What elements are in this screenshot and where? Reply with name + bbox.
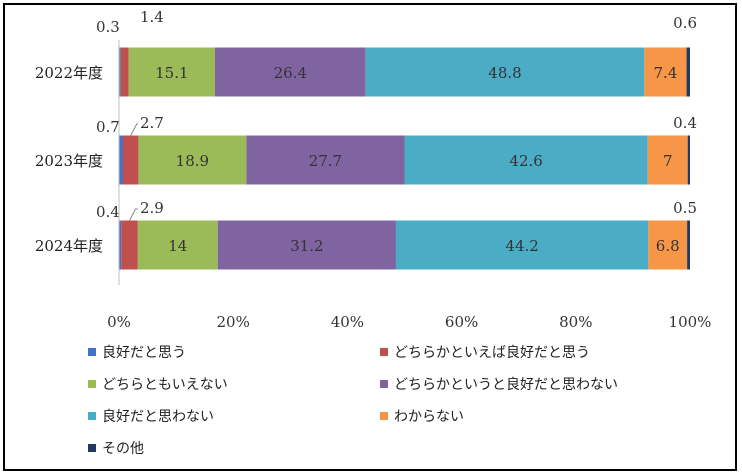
- legend-swatch: [88, 444, 96, 452]
- legend-swatch: [88, 380, 96, 388]
- data-label: 48.8: [488, 64, 521, 82]
- data-label: 18.9: [176, 152, 209, 170]
- data-label: 26.4: [274, 64, 307, 82]
- data-label: 44.2: [505, 237, 538, 255]
- x-tick-label: 80%: [559, 313, 592, 331]
- category-label: 2022年度: [35, 64, 103, 82]
- data-label: 0.5: [673, 199, 697, 217]
- data-label: 2.9: [140, 199, 164, 217]
- x-tick-label: 100%: [669, 313, 712, 331]
- bar-segment: [214, 47, 366, 97]
- data-label: 1.4: [140, 8, 164, 26]
- leader-line: [129, 208, 138, 221]
- legend-label: その他: [102, 441, 144, 457]
- bar-segment: [644, 47, 687, 97]
- data-label: 0.3: [96, 18, 120, 36]
- data-label: 6.8: [656, 237, 680, 255]
- legend-label: わからない: [394, 409, 464, 425]
- bar-segment: [217, 220, 396, 270]
- bar-segment: [119, 135, 123, 185]
- category-label: 2023年度: [35, 152, 103, 170]
- x-tick-label: 0%: [107, 313, 131, 331]
- bar-segment: [120, 47, 129, 97]
- data-label: 0.4: [673, 114, 697, 132]
- bar-segment: [648, 220, 688, 270]
- legend-label: どちらかといえば良好だと思う: [394, 345, 590, 361]
- legend-swatch: [380, 348, 388, 356]
- legend-swatch: [88, 348, 96, 356]
- leader-line: [130, 123, 138, 136]
- legend-item: どちらともいえない: [88, 374, 228, 394]
- data-label: 7: [663, 152, 673, 170]
- legend-item: 良好だと思わない: [88, 406, 214, 426]
- bar-segment: [119, 220, 122, 270]
- legend-label: どちらかというと良好だと思わない: [394, 377, 618, 393]
- bar-segment: [119, 47, 121, 97]
- x-tick-label: 40%: [331, 313, 364, 331]
- x-tick-label: 60%: [445, 313, 478, 331]
- bar-segment: [246, 135, 405, 185]
- bar-segment: [121, 220, 138, 270]
- legend-label: 良好だと思う: [102, 345, 186, 361]
- legend-item: どちらかというと良好だと思わない: [380, 374, 618, 394]
- legend-label: 良好だと思わない: [102, 409, 214, 425]
- data-label: 27.7: [309, 152, 342, 170]
- bar-segment: [138, 135, 247, 185]
- legend-item: その他: [88, 438, 144, 458]
- bar-segment: [404, 135, 648, 185]
- bar-segment: [395, 220, 649, 270]
- data-label: 0.6: [673, 14, 697, 32]
- data-label: 2.7: [140, 114, 164, 132]
- x-tick-label: 20%: [217, 313, 250, 331]
- legend-item: 良好だと思う: [88, 342, 186, 362]
- bar-segment: [128, 47, 215, 97]
- bar-segment: [687, 135, 690, 185]
- data-label: 7.4: [654, 64, 678, 82]
- legend-swatch: [380, 380, 388, 388]
- bar-segment: [137, 220, 218, 270]
- legend-item: どちらかといえば良好だと思う: [380, 342, 590, 362]
- legend-swatch: [380, 412, 388, 420]
- data-label: 0.4: [96, 203, 120, 221]
- data-label: 42.6: [509, 152, 542, 170]
- category-label: 2024年度: [35, 237, 103, 255]
- bar-segment: [365, 47, 645, 97]
- bar-segment: [647, 135, 688, 185]
- legend-swatch: [88, 412, 96, 420]
- data-label: 14: [168, 237, 187, 255]
- data-label: 31.2: [290, 237, 323, 255]
- bar-segment: [686, 47, 690, 97]
- legend-item: わからない: [380, 406, 464, 426]
- bar-segment: [122, 135, 139, 185]
- bar-segment: [687, 220, 690, 270]
- legend-label: どちらともいえない: [102, 377, 228, 393]
- data-label: 0.7: [96, 118, 120, 136]
- data-label: 15.1: [155, 64, 188, 82]
